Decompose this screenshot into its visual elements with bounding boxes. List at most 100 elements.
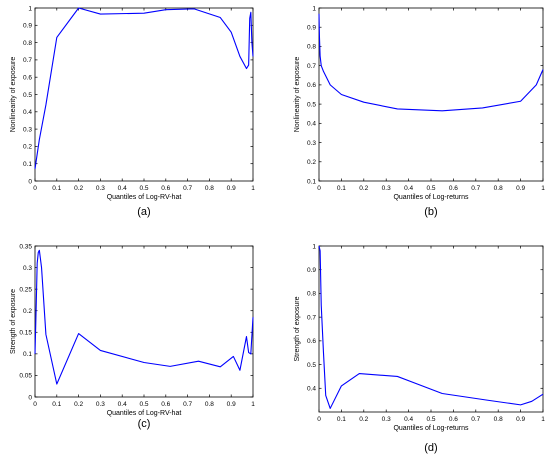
chart-panel-a: 0 0.1 0.2 0.3 0.4 0.5 0.6 0.7 0.8 0.9 1 0 0.1 0.2 0.3 0…: [10, 5, 255, 218]
panel-label: (b): [424, 206, 437, 218]
x-tick-label: 0: [33, 401, 37, 408]
x-tick-label: 0.3: [96, 401, 105, 408]
chart-panel-d: 0 0.1 0.2 0.3 0.4 0.5 0.6 0.7 0.8 0.9 1 0.4 0.5 0.6 0.…: [294, 243, 545, 454]
x-tick-label: 0.7: [183, 401, 192, 408]
y-tick-label: 0.5: [307, 362, 316, 369]
y-tick-label: 0.4: [307, 121, 316, 128]
y-tick-label: 0.5: [307, 101, 316, 108]
x-tick-label: 0.3: [382, 185, 391, 192]
panel-label: (d): [424, 442, 437, 454]
x-tick-label: 0.1: [337, 416, 346, 423]
x-tick-label: 0.3: [96, 185, 105, 192]
x-tick-label: 0.5: [139, 401, 148, 408]
x-tick-label: 0.8: [494, 185, 503, 192]
x-tick-label: 0: [317, 416, 321, 423]
y-tick-label: 0.7: [23, 57, 32, 64]
chart-panel-b: 0 0.1 0.2 0.3 0.4 0.5 0.6 0.7 0.8 0.9 10.10.20.30.…: [294, 5, 545, 218]
y-axis-label: Strength of exposure: [10, 289, 17, 354]
x-tick-label: 1: [541, 416, 545, 423]
panel-label: (c): [138, 418, 151, 430]
x-tick-label: 0.5: [426, 416, 435, 423]
x-tick-label: 0.7: [471, 416, 480, 423]
y-tick-label: 1: [312, 243, 316, 250]
x-tick-label: 0.2: [359, 416, 368, 423]
x-tick-label: 0.7: [471, 185, 480, 192]
x-tick-label: 0.2: [74, 401, 83, 408]
y-tick-label: 0: [28, 178, 32, 185]
x-tick-label: 0.2: [74, 185, 83, 192]
y-tick-label: 0.8: [307, 44, 316, 51]
x-axis-label: Quantiles of Log-RV-hat: [107, 194, 182, 201]
series-line-c-0: [34, 249, 254, 385]
y-tick-label: 0.1: [23, 161, 32, 168]
x-tick-label: 0.7: [183, 185, 192, 192]
x-tick-label: 0.1: [52, 401, 61, 408]
x-tick-label: 0.9: [516, 416, 525, 423]
x-tick-label: 0.9: [227, 401, 236, 408]
x-tick-label: 0.4: [118, 401, 127, 408]
x-tick-label: 0.4: [404, 185, 413, 192]
x-tick-label: 0.1: [337, 185, 346, 192]
y-axis-label: Nonlinearity of exposure: [10, 57, 17, 133]
panel-label: (a): [137, 206, 150, 218]
y-tick-label: 0.4: [307, 386, 316, 393]
x-tick-label: 0.4: [118, 185, 127, 192]
y-tick-label: 0.4: [23, 109, 32, 116]
plot-area-d: [318, 245, 544, 413]
x-tick-label: 0: [317, 185, 321, 192]
x-tick-label: 0.6: [161, 401, 170, 408]
y-tick-label: 0.3: [23, 126, 32, 133]
plot-area-b: [318, 7, 544, 182]
y-tick-label: 0.15: [19, 330, 32, 337]
plot-area-a: [34, 7, 254, 182]
series-line-d-0: [318, 245, 544, 409]
y-tick-label: 0.1: [307, 178, 316, 185]
y-axis-label: Strength of exposure: [294, 296, 301, 361]
x-tick-label: 0.4: [404, 416, 413, 423]
y-tick-label: 0.3: [307, 140, 316, 147]
y-tick-label: 0.1: [23, 351, 32, 358]
y-tick-label: 0.6: [23, 75, 32, 82]
x-tick-label: 0.6: [449, 185, 458, 192]
y-tick-label: 0.8: [307, 291, 316, 298]
y-tick-label: 0.6: [307, 338, 316, 345]
x-axis-label: Quantiles of Log-RV-hat: [107, 410, 182, 417]
y-tick-label: 0.35: [19, 243, 32, 250]
x-axis-label: Quantiles of Log-returns: [393, 194, 469, 201]
y-tick-label: 0.9: [307, 25, 316, 32]
y-tick-label: 0.5: [23, 92, 32, 99]
y-tick-label: 0.9: [307, 267, 316, 274]
x-tick-label: 0.9: [516, 185, 525, 192]
y-axis-label: Nonlinearity of exposure: [294, 57, 301, 133]
plot-area-c: [34, 245, 254, 398]
x-tick-label: 0.8: [205, 401, 214, 408]
y-tick-label: 0.3: [23, 265, 32, 272]
y-tick-label: 0.7: [307, 314, 316, 321]
x-tick-label: 1: [541, 185, 545, 192]
y-tick-label: 0: [28, 394, 32, 401]
y-tick-label: 0.05: [19, 373, 32, 380]
y-tick-label: 0.2: [307, 159, 316, 166]
y-tick-label: 0.6: [307, 82, 316, 89]
x-tick-label: 0.2: [359, 185, 368, 192]
x-tick-label: 0.5: [139, 185, 148, 192]
x-tick-label: 0.6: [449, 416, 458, 423]
x-tick-label: 0: [33, 185, 37, 192]
x-tick-label: 0.6: [161, 185, 170, 192]
x-tick-label: 0.9: [227, 185, 236, 192]
x-tick-label: 1: [251, 401, 255, 408]
y-tick-label: 0.9: [23, 23, 32, 30]
y-tick-label: 0.7: [307, 63, 316, 70]
x-tick-label: 0.3: [382, 416, 391, 423]
y-tick-label: 0.25: [19, 286, 32, 293]
y-tick-label: 0.2: [23, 144, 32, 151]
x-tick-label: 0.8: [205, 185, 214, 192]
y-tick-label: 0.2: [23, 308, 32, 315]
x-axis-label: Quantiles of Log-returns: [393, 425, 469, 432]
x-tick-label: 0.8: [494, 416, 503, 423]
chart-panel-c: 0 0.1 0.2 0.3 0.4 0.5 0.6 0.7 0.8 0.9 1 0 0.05 0.1 0.1…: [10, 243, 255, 430]
series-line-a-0: [34, 7, 254, 169]
series-line-b-0: [318, 13, 544, 112]
x-tick-label: 1: [251, 185, 255, 192]
